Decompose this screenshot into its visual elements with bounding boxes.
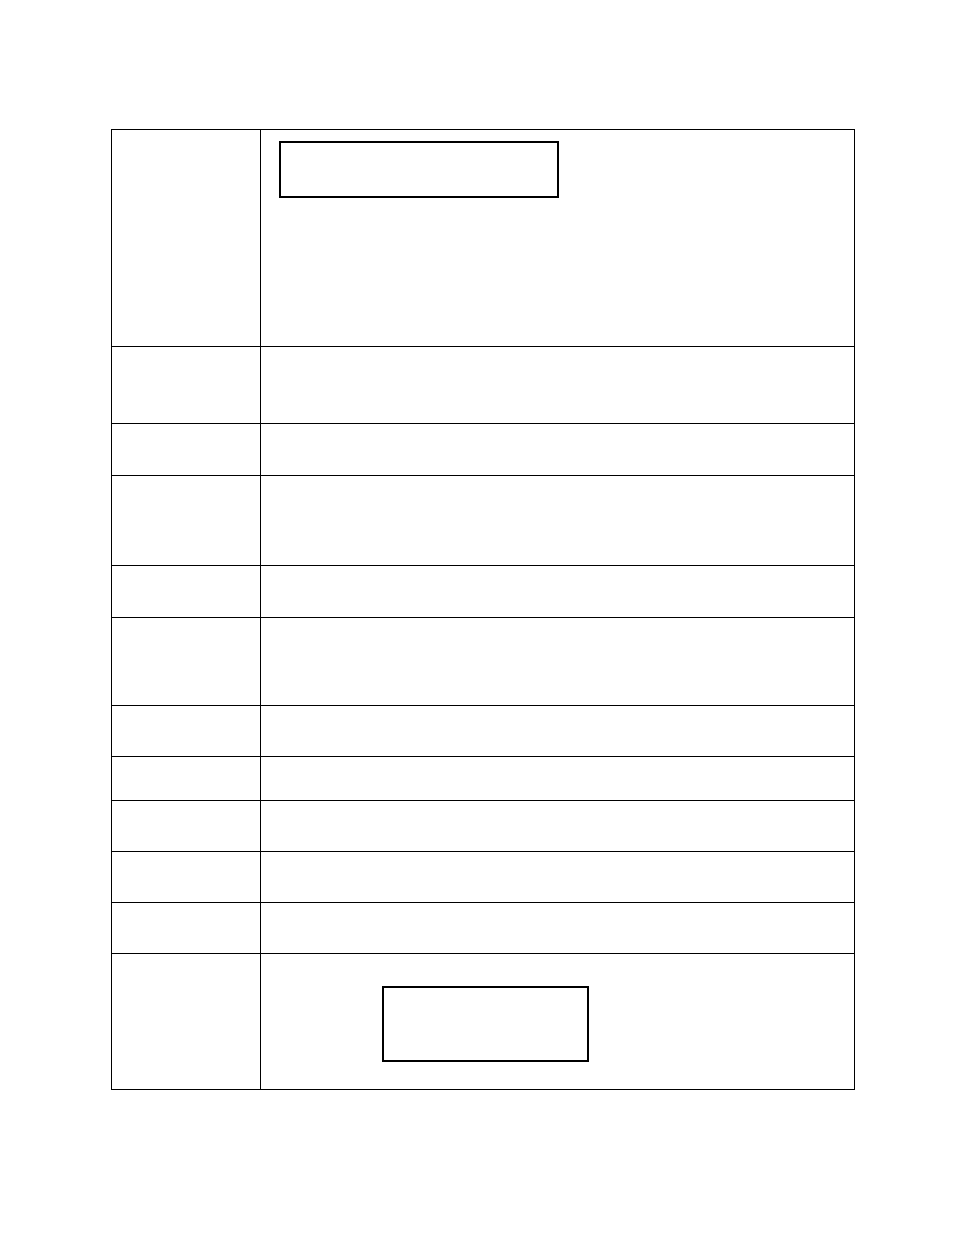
table-row xyxy=(112,706,855,757)
cell-value xyxy=(261,476,855,566)
top-inset-box xyxy=(279,141,559,198)
table-row xyxy=(112,757,855,801)
cell-label xyxy=(112,954,261,1090)
table-row xyxy=(112,424,855,476)
cell-label xyxy=(112,130,261,347)
table-row xyxy=(112,618,855,706)
page-container xyxy=(0,0,954,1235)
cell-value xyxy=(261,903,855,954)
table-row xyxy=(112,801,855,852)
cell-value xyxy=(261,424,855,476)
form-table xyxy=(111,129,855,1090)
cell-value xyxy=(261,566,855,618)
cell-value xyxy=(261,801,855,852)
cell-value xyxy=(261,852,855,903)
bottom-inset-box xyxy=(382,986,589,1062)
cell-label xyxy=(112,424,261,476)
cell-label xyxy=(112,757,261,801)
cell-label xyxy=(112,618,261,706)
table-row xyxy=(112,476,855,566)
cell-value xyxy=(261,706,855,757)
cell-label xyxy=(112,903,261,954)
table-row xyxy=(112,903,855,954)
table-row xyxy=(112,347,855,424)
cell-label xyxy=(112,801,261,852)
table-row xyxy=(112,852,855,903)
cell-value xyxy=(261,618,855,706)
table-row xyxy=(112,566,855,618)
cell-label xyxy=(112,852,261,903)
cell-label xyxy=(112,347,261,424)
cell-label xyxy=(112,566,261,618)
cell-value xyxy=(261,347,855,424)
cell-label xyxy=(112,476,261,566)
cell-label xyxy=(112,706,261,757)
cell-value xyxy=(261,757,855,801)
